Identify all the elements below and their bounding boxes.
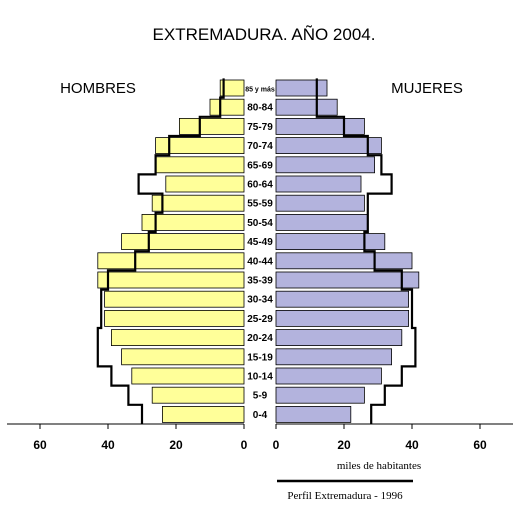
bar-hombres [151,194,245,212]
profile-1996-group [96,78,417,424]
left-side-label: HOMBRES [60,80,136,97]
bar-mujeres [275,213,369,231]
age-label: 0-4 [253,410,268,421]
bar-hombres [209,98,245,116]
bar-hombres [155,137,245,155]
bar-hombres [141,213,245,231]
bar-mujeres [275,79,328,97]
bar-hombres [151,386,245,404]
x-tick-label-left: 60 [33,438,47,452]
bar-hombres [104,290,245,308]
age-label: 35-39 [247,276,273,287]
bar-hombres [161,405,245,423]
age-label: 40-44 [247,256,273,267]
bar-mujeres [275,156,375,174]
age-label: 75-79 [247,122,273,133]
age-label: 80-84 [247,103,273,114]
bar-hombres [104,309,245,327]
age-label: 55-59 [247,199,273,210]
bar-mujeres [275,175,362,193]
age-label: 70-74 [247,141,273,152]
age-label: 30-34 [247,295,273,306]
bar-hombres [155,156,245,174]
age-label: 50-54 [247,218,273,229]
age-label: 20-24 [247,333,273,344]
bar-mujeres [275,194,365,212]
bar-mujeres [275,252,413,270]
bars-group [97,79,420,423]
bar-mujeres [275,348,392,366]
bar-hombres [111,329,245,347]
x-tick-label-right: 40 [405,438,419,452]
bar-hombres [121,233,245,251]
bar-mujeres [275,233,386,251]
x-tick-label-left: 0 [241,438,248,452]
bar-mujeres [275,98,338,116]
bar-hombres [219,79,245,97]
bar-mujeres [275,271,420,289]
bar-mujeres [275,118,365,135]
profile-1996-hombres [96,78,225,424]
bar-mujeres [275,290,410,308]
bar-hombres [178,118,245,135]
unit-label: miles de habitantes [337,460,421,472]
profile-1996-mujeres [315,78,417,424]
legend-label: Perfil Extremadura - 1996 [287,490,403,502]
x-tick-label-right: 20 [337,438,351,452]
x-tick-label-left: 40 [101,438,115,452]
bar-hombres [165,175,245,193]
bar-mujeres [275,405,352,423]
age-label: 25-29 [247,314,273,325]
age-label: 45-49 [247,237,273,248]
age-label: 15-19 [247,352,273,363]
bar-mujeres [275,367,382,385]
age-label: 65-69 [247,160,273,171]
x-tick-label-right: 60 [473,438,487,452]
right-side-label: MUJERES [391,80,463,97]
x-tick-label-right: 0 [273,438,280,452]
bar-mujeres [275,386,365,404]
x-tick-label-left: 20 [169,438,183,452]
age-label: 10-14 [247,372,273,383]
age-label: 85 y más [245,87,275,94]
bar-hombres [121,348,245,366]
x-axis: 0 0 20 20 40 40 60 60 [7,423,513,452]
bar-hombres [97,271,245,289]
bar-hombres [97,252,245,270]
bar-mujeres [275,137,382,155]
bar-mujeres [275,309,410,327]
age-labels-group: 0-4 5-9 10-14 15-19 20-24 25-29 30-34 35-39 40-4… [245,87,275,421]
bar-mujeres [275,329,403,347]
age-label: 5-9 [253,391,268,402]
age-label: 60-64 [247,180,273,191]
chart-title: EXTREMADURA. AÑO 2004. [153,25,376,44]
bar-hombres [131,367,245,385]
